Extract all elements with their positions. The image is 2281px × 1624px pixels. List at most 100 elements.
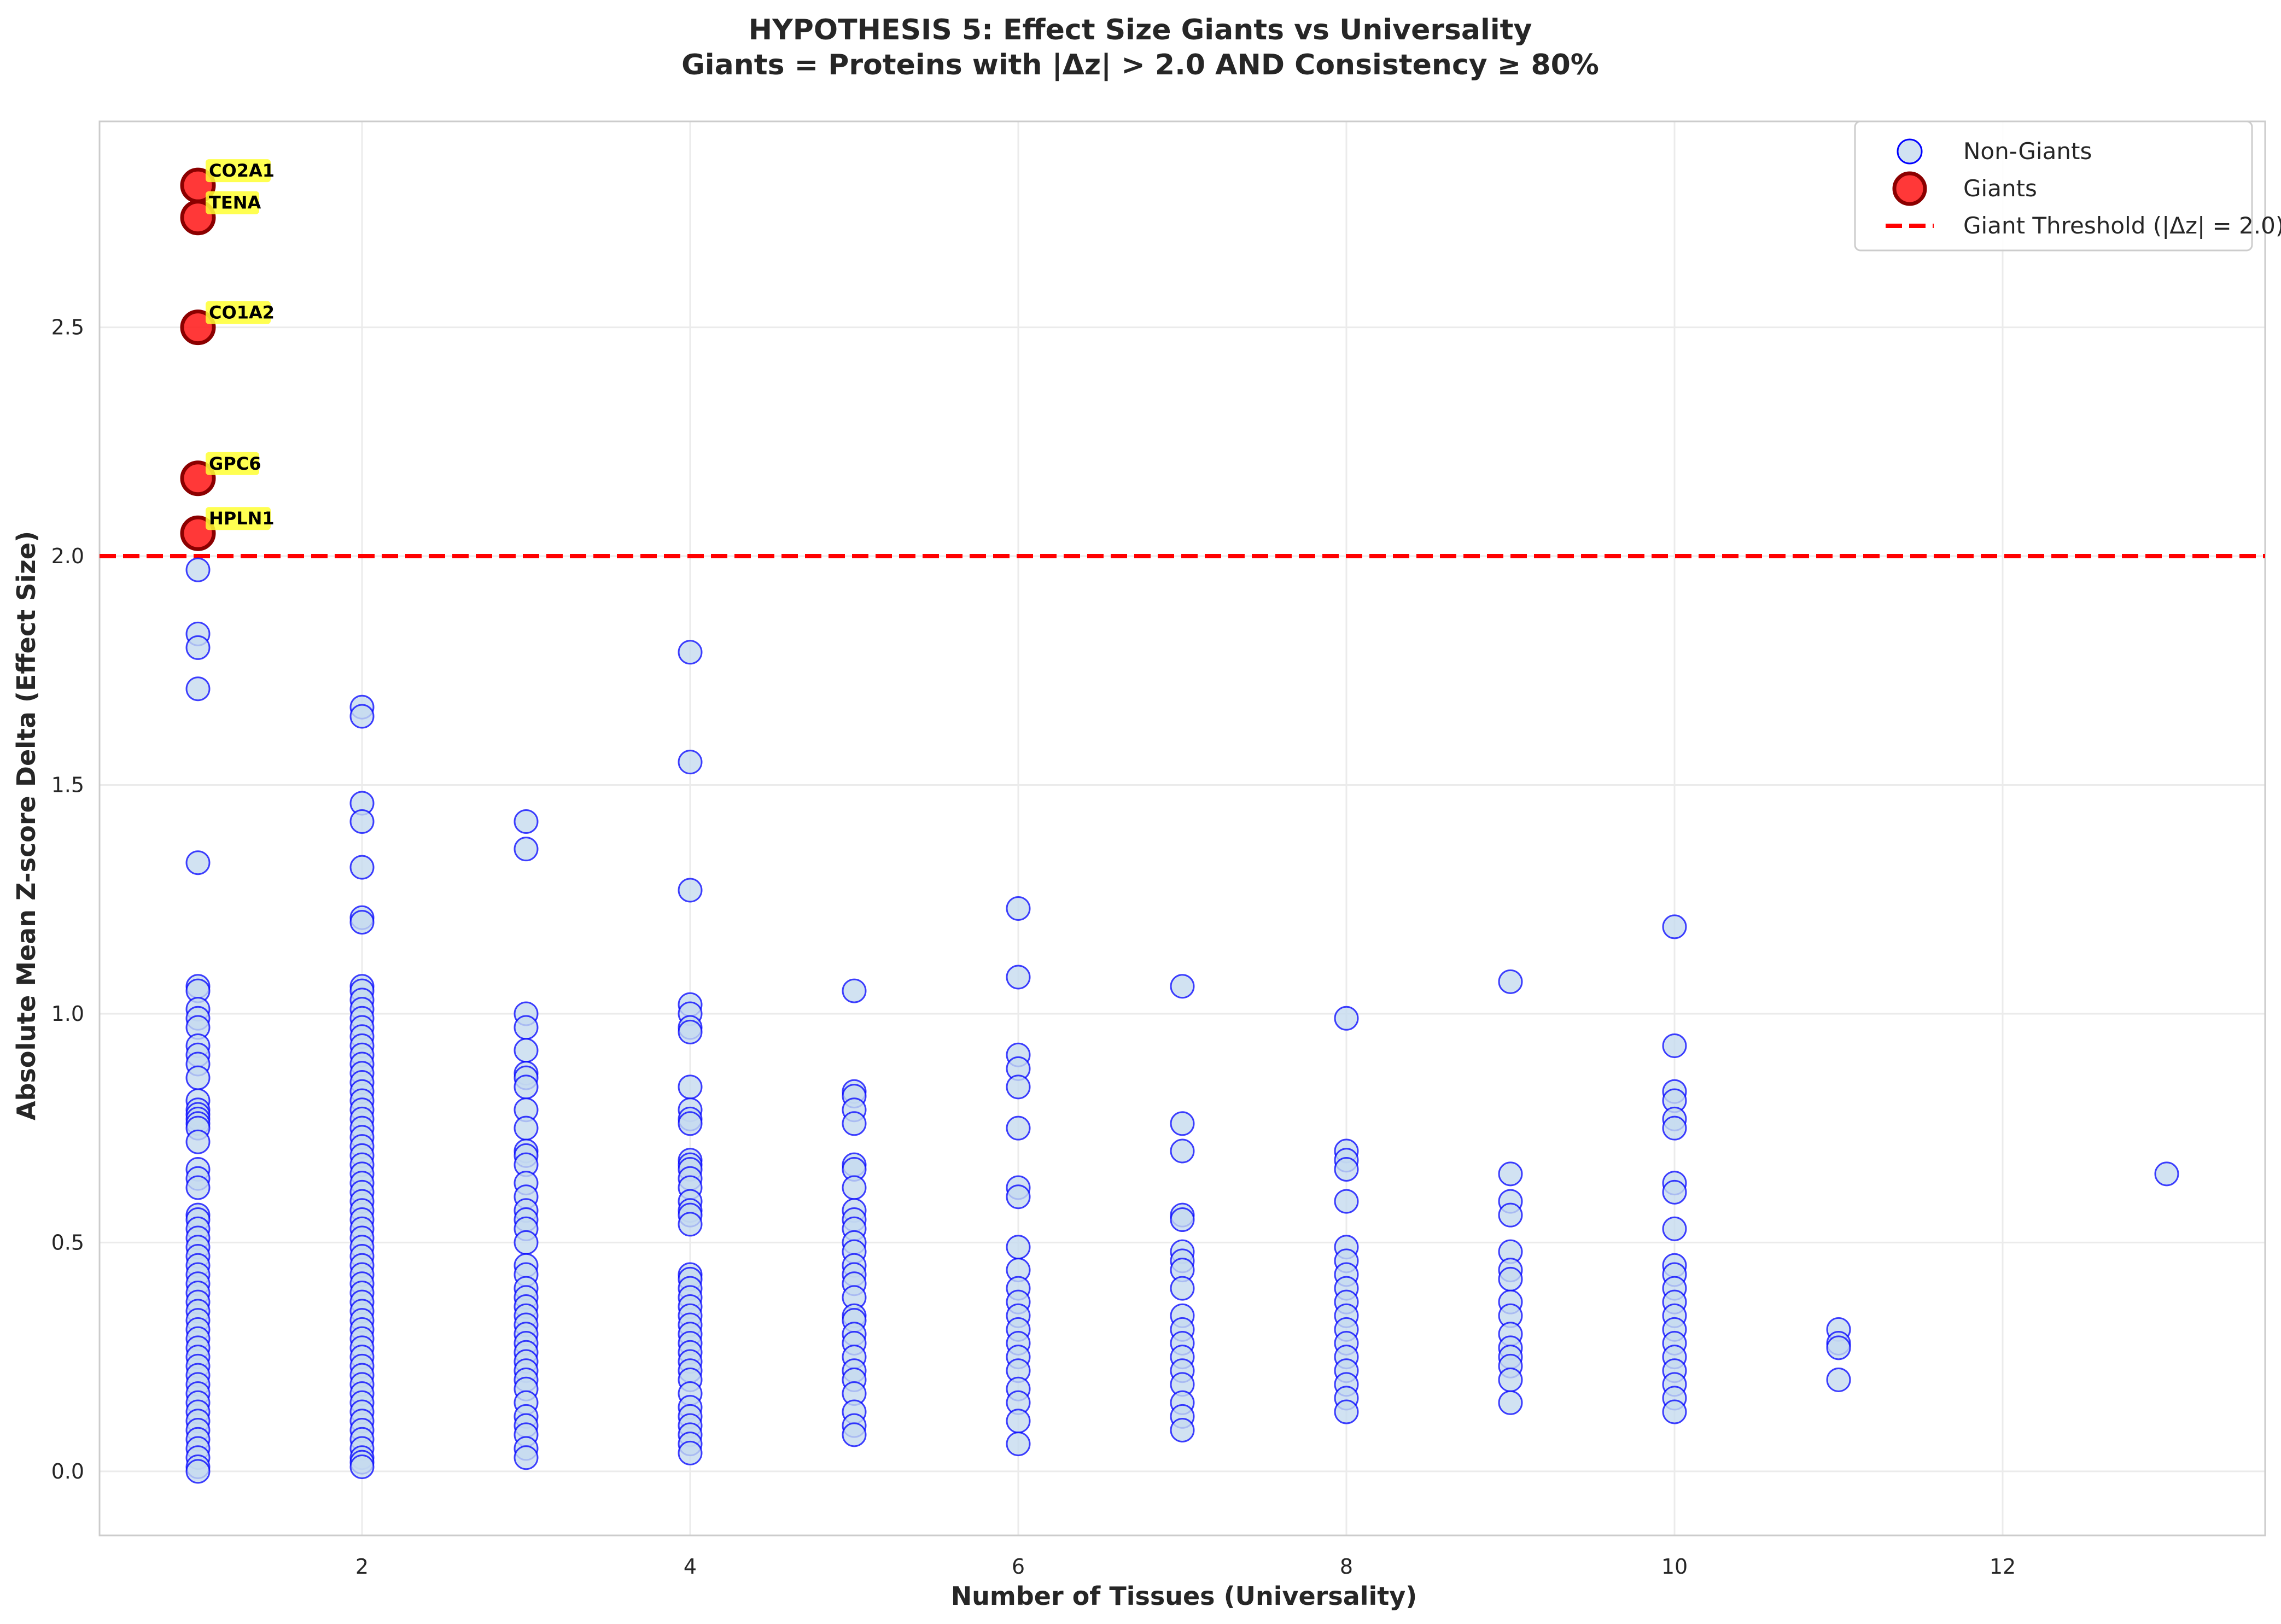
- non-giant-point: [1006, 1184, 1031, 1210]
- x-tick-label: 12: [1990, 1555, 2016, 1579]
- y-tick-label: 0.5: [51, 1230, 84, 1254]
- giant-label: TENA: [209, 192, 261, 213]
- non-giant-point: [1170, 1111, 1195, 1136]
- non-giant-point: [185, 1459, 211, 1484]
- non-giant-point: [185, 635, 211, 660]
- non-giant-point: [1170, 1207, 1195, 1232]
- non-giant-point: [514, 1074, 539, 1100]
- giant-label-box: [206, 452, 259, 475]
- giant-label: CO2A1: [209, 160, 275, 181]
- chart-title-line2: Giants = Proteins with |Δz| > 2.0 AND Co…: [681, 49, 1599, 81]
- non-giant-point: [1334, 1156, 1359, 1182]
- non-giant-point: [1006, 1074, 1031, 1100]
- giant-label-box: [206, 301, 271, 324]
- non-giant-point: [185, 557, 211, 582]
- non-giant-point: [2154, 1161, 2179, 1187]
- non-giant-point: [514, 1115, 539, 1141]
- non-giant-point: [1826, 1335, 1851, 1360]
- chart-title-line1: HYPOTHESIS 5: Effect Size Giants vs Univ…: [749, 14, 1532, 46]
- x-axis-label: Number of Tissues (Universality): [951, 1581, 1417, 1611]
- legend-threshold-label: Giant Threshold (|Δz| = 2.0): [1963, 212, 2281, 239]
- non-giant-point: [1662, 1033, 1687, 1059]
- legend-non-giants-label: Non-Giants: [1963, 138, 2092, 165]
- non-giant-point: [514, 1230, 539, 1255]
- non-giant-point: [1006, 896, 1031, 921]
- non-giant-point: [1498, 969, 1523, 994]
- non-giant-point: [1498, 1202, 1523, 1228]
- non-giant-point: [349, 809, 375, 834]
- non-giant-point: [678, 1212, 703, 1237]
- non-giant-point: [349, 910, 375, 935]
- non-giant-point: [1006, 1432, 1031, 1457]
- non-giant-point: [1826, 1367, 1851, 1392]
- non-giant-point: [185, 1175, 211, 1200]
- non-giants-points: [185, 557, 2179, 1484]
- non-giant-point: [1170, 1276, 1195, 1301]
- non-giant-point: [678, 1074, 703, 1100]
- non-giant-point: [514, 1445, 539, 1470]
- non-giant-point: [349, 1454, 375, 1479]
- axis-ticks: 2 4 6 8 10 12 0.0 0.5 1.0 1.5 2.0 2.5: [51, 316, 2016, 1579]
- x-tick-label: 10: [1661, 1555, 1688, 1579]
- giant-label: CO1A2: [209, 302, 275, 323]
- y-axis-label: Absolute Mean Z-score Delta (Effect Size…: [11, 531, 41, 1120]
- non-giant-point: [678, 878, 703, 903]
- legend-giants-marker: [1892, 171, 1927, 206]
- non-giant-point: [1662, 1399, 1687, 1424]
- non-giant-point: [1170, 1418, 1195, 1443]
- non-giant-point: [514, 837, 539, 862]
- non-giant-point: [1006, 1115, 1031, 1141]
- non-giant-point: [678, 750, 703, 775]
- non-giant-point: [1498, 1367, 1523, 1392]
- non-giant-point: [1006, 1409, 1031, 1434]
- non-giant-point: [514, 1038, 539, 1063]
- x-tick-label: 8: [1340, 1555, 1353, 1579]
- non-giant-point: [1334, 1189, 1359, 1214]
- non-giant-point: [349, 704, 375, 729]
- plot-frame: [98, 120, 2266, 1537]
- non-giant-point: [1498, 1266, 1523, 1292]
- non-giant-point: [842, 1175, 867, 1200]
- non-giant-point: [842, 1422, 867, 1447]
- non-giant-point: [185, 1129, 211, 1154]
- non-giant-point: [678, 1111, 703, 1136]
- non-giant-point: [185, 850, 211, 875]
- giant-annotations: CO2A1 TENA CO1A2 GPC6 HPLN1: [206, 159, 275, 530]
- non-giant-point: [514, 809, 539, 834]
- non-giant-point: [678, 640, 703, 665]
- non-giant-point: [842, 1111, 867, 1136]
- non-giant-point: [1662, 1216, 1687, 1241]
- giant-label-box: [206, 159, 271, 183]
- giant-label: GPC6: [209, 453, 261, 474]
- non-giant-point: [1170, 1138, 1195, 1164]
- non-giant-point: [1334, 1006, 1359, 1031]
- non-giant-point: [1334, 1399, 1359, 1424]
- non-giant-point: [1498, 1390, 1523, 1415]
- y-tick-label: 2.5: [51, 316, 84, 340]
- legend-box: [1854, 120, 2253, 252]
- y-tick-label: 1.0: [51, 1002, 84, 1026]
- non-giant-point: [1662, 1179, 1687, 1205]
- non-giant-point: [349, 855, 375, 880]
- legend-non-giants-marker: [1897, 138, 1923, 165]
- y-tick-label: 2.0: [51, 544, 84, 568]
- non-giant-point: [678, 1440, 703, 1465]
- giant-label: HPLN1: [209, 508, 275, 529]
- y-tick-label: 0.0: [51, 1459, 84, 1483]
- giant-label-box: [206, 191, 259, 214]
- non-giant-point: [1170, 974, 1195, 999]
- non-giant-point: [1006, 1235, 1031, 1260]
- non-giant-point: [1662, 914, 1687, 939]
- y-tick-label: 1.5: [51, 773, 84, 797]
- non-giant-point: [185, 1065, 211, 1090]
- x-tick-label: 6: [1012, 1555, 1025, 1579]
- legend-giants-label: Giants: [1963, 175, 2037, 202]
- x-tick-label: 2: [355, 1555, 369, 1579]
- x-tick-label: 4: [684, 1555, 697, 1579]
- non-giant-point: [1662, 1115, 1687, 1141]
- non-giant-point: [185, 676, 211, 702]
- non-giant-point: [514, 1015, 539, 1040]
- non-giant-point: [678, 1019, 703, 1044]
